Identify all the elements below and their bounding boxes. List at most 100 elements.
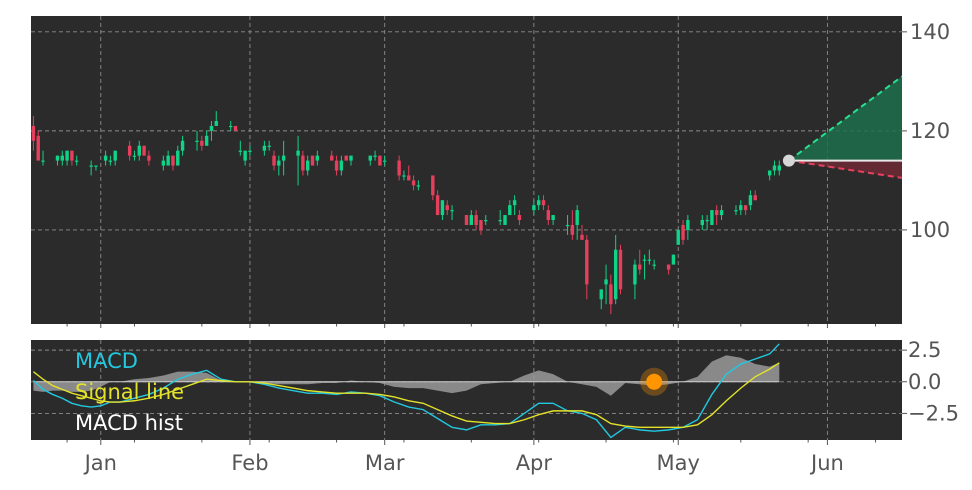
- candle: [310, 155, 315, 166]
- x-tick-label: Jan: [83, 451, 117, 475]
- candle-body: [349, 155, 353, 161]
- signal-marker-dot: [646, 373, 663, 390]
- candle-body: [613, 249, 618, 300]
- candle: [238, 140, 243, 156]
- macd-lines: [32, 343, 780, 439]
- candle-body: [75, 160, 79, 162]
- candle-body: [195, 140, 199, 142]
- candle: [734, 205, 738, 216]
- candle-body: [435, 195, 440, 216]
- macd-hist-area: [33, 355, 780, 396]
- projection-lower-line: [788, 159, 903, 179]
- candle-body: [233, 125, 238, 131]
- candle: [565, 215, 570, 235]
- candle: [743, 205, 748, 216]
- candle-body: [753, 195, 757, 201]
- candle-body: [243, 150, 247, 161]
- x-tick-label: May: [657, 451, 700, 475]
- candle: [166, 150, 170, 166]
- candle: [445, 200, 449, 216]
- candle-body: [416, 185, 421, 187]
- candle-body: [546, 210, 551, 221]
- candle-body: [70, 150, 74, 161]
- candle-body: [382, 160, 387, 162]
- candle: [503, 215, 507, 225]
- candle: [171, 155, 175, 171]
- candle: [407, 165, 411, 181]
- macd-signal-marker: [640, 367, 669, 396]
- candle: [647, 249, 652, 265]
- candle: [349, 155, 353, 166]
- candle: [75, 155, 79, 166]
- candle-body: [666, 264, 671, 270]
- candle-body: [301, 155, 305, 171]
- candle: [469, 210, 474, 225]
- candle-body: [503, 215, 507, 225]
- candle-body: [536, 200, 541, 206]
- macd-y-tick-label: −2.5: [908, 401, 959, 425]
- candle-body: [248, 150, 252, 152]
- candle: [551, 215, 555, 225]
- candle-body: [719, 210, 724, 216]
- candle: [633, 259, 637, 300]
- candle-body: [676, 229, 680, 245]
- candle: [613, 234, 618, 305]
- candle-body: [113, 150, 117, 161]
- candle: [580, 224, 584, 240]
- candle-body: [281, 155, 286, 161]
- candle: [570, 210, 575, 240]
- candle: [777, 160, 781, 176]
- candle: [450, 205, 454, 221]
- candle-body: [585, 239, 589, 285]
- price-y-axis: 100 120 140: [902, 20, 950, 242]
- candle-body: [445, 205, 449, 211]
- projection-down-area: [788, 160, 902, 178]
- candle: [132, 150, 137, 161]
- candle: [686, 215, 690, 240]
- candle: [599, 289, 603, 310]
- candle-body: [238, 150, 243, 152]
- candle: [382, 155, 387, 166]
- candle-body: [60, 155, 64, 161]
- candle: [681, 220, 685, 245]
- candle-body: [397, 160, 401, 176]
- candle-body: [440, 200, 445, 216]
- candle: [200, 135, 204, 151]
- projection: [788, 75, 903, 179]
- macd-legend: MACD Signal line MACD hist: [75, 349, 184, 435]
- candle-body: [214, 120, 218, 126]
- candle: [532, 200, 536, 216]
- candle: [767, 170, 772, 181]
- signal-line: [32, 362, 780, 429]
- candle-body: [103, 155, 108, 161]
- candle-body: [633, 264, 637, 285]
- candle-body: [715, 210, 719, 216]
- candle: [330, 150, 334, 161]
- candle-body: [474, 215, 478, 225]
- x-tick-label: Apr: [516, 451, 553, 475]
- projection-upper-line: [788, 75, 903, 162]
- candle: [609, 274, 613, 315]
- candle: [753, 190, 757, 201]
- candle-body: [570, 224, 575, 235]
- candle-body: [108, 160, 113, 162]
- candle: [440, 200, 445, 221]
- candle-body: [65, 150, 69, 161]
- candle: [209, 120, 214, 141]
- candle-body: [402, 175, 406, 177]
- candle: [671, 254, 676, 265]
- legend-signal-line: Signal line: [75, 380, 184, 404]
- candle: [248, 145, 252, 156]
- candle-body: [498, 220, 502, 222]
- candle: [41, 150, 45, 166]
- candle-body: [604, 279, 608, 285]
- candle-body: [638, 264, 642, 270]
- candle: [113, 150, 117, 166]
- candle: [204, 130, 209, 146]
- candle-body: [132, 155, 137, 157]
- candle-body: [200, 140, 204, 146]
- candle-body: [565, 224, 570, 227]
- candle: [334, 155, 339, 176]
- candle: [748, 190, 753, 211]
- candle-body: [137, 145, 141, 156]
